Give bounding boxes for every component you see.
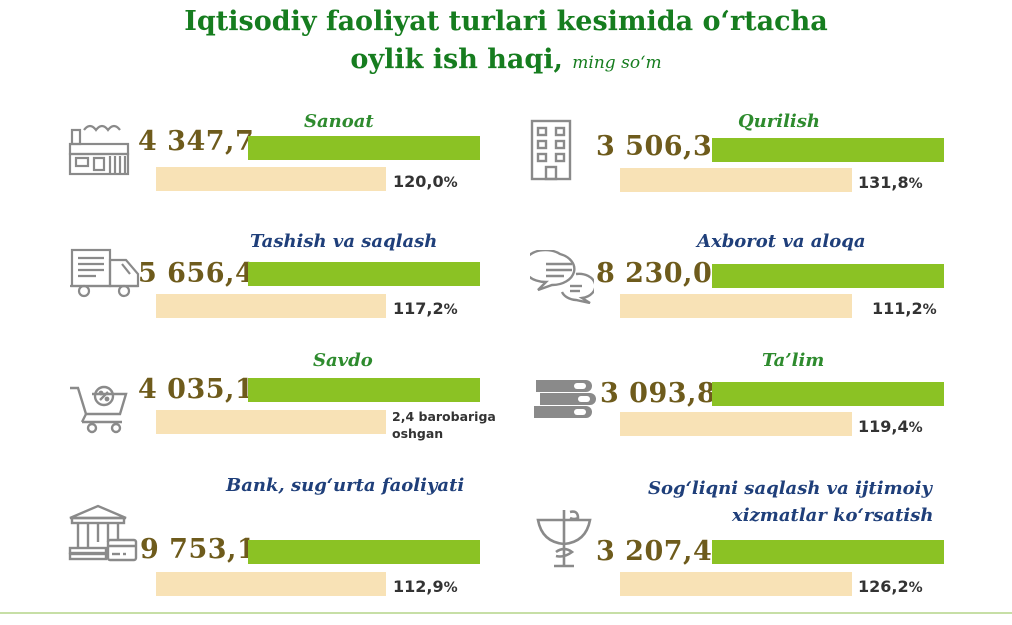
growth-pct-bank: 112,9% — [393, 577, 458, 596]
label-sanoat: Sanoat — [304, 111, 374, 132]
bank-icon — [68, 504, 138, 562]
pct-sign: % — [908, 420, 923, 436]
title-line-2: oylik ish haqi, ming so‘m — [0, 42, 1012, 81]
value-qurilish: 3 506,3 — [596, 131, 713, 162]
label-axborot: Axborot va aloqa — [697, 231, 866, 252]
factory-icon — [68, 124, 130, 176]
wage-bar-sogliq — [712, 540, 944, 564]
pct-value: 120,0 — [393, 172, 444, 191]
pct-sign: % — [443, 302, 458, 318]
growth-bar-axborot — [620, 294, 852, 318]
title-text: oylik ish haqi, — [350, 44, 563, 75]
value-talim: 3 093,8 — [600, 378, 717, 409]
pct-sign: % — [443, 580, 458, 596]
growth-note-savdo: 2,4 barobariga oshgan — [392, 408, 496, 442]
label-sogliq-line2: xizmatlar ko‘rsatish — [732, 505, 934, 526]
growth-bar-talim — [620, 412, 852, 436]
pct-value: 112,9 — [393, 577, 444, 596]
wage-bar-savdo — [248, 378, 480, 402]
bottom-divider — [0, 612, 1012, 614]
wage-bar-tashish — [248, 262, 480, 286]
label-bank: Bank, sug‘urta faoliyati — [226, 475, 465, 496]
building-icon — [530, 119, 572, 181]
pct-value: 119,4 — [858, 417, 909, 436]
wage-bar-axborot — [712, 264, 944, 288]
wage-bar-talim — [712, 382, 944, 406]
value-sanoat: 4 347,7 — [138, 126, 255, 157]
label-qurilish: Qurilish — [738, 111, 820, 132]
label-tashish: Tashish va saqlash — [250, 231, 438, 252]
pct-value: 117,2 — [393, 299, 444, 318]
label-savdo: Savdo — [313, 350, 373, 371]
chat-bubbles-icon — [530, 250, 594, 304]
note-line-2: oshgan — [392, 426, 444, 441]
pct-sign: % — [908, 580, 923, 596]
pct-value: 126,2 — [858, 577, 909, 596]
pct-sign: % — [922, 302, 937, 318]
growth-pct-sogliq: 126,2% — [858, 577, 923, 596]
wage-bar-qurilish — [712, 138, 944, 162]
growth-bar-tashish — [156, 294, 386, 318]
value-sogliq: 3 207,4 — [596, 536, 713, 567]
shopping-cart-icon — [70, 385, 128, 434]
truck-icon — [70, 248, 140, 298]
note-line-1: 2,4 barobariga — [392, 409, 496, 424]
value-tashish: 5 656,4 — [138, 258, 255, 289]
wage-bar-sanoat — [248, 136, 480, 160]
books-icon — [534, 380, 596, 418]
growth-bar-sanoat — [156, 167, 386, 191]
growth-bar-qurilish — [620, 168, 852, 192]
value-axborot: 8 230,0 — [596, 258, 713, 289]
pct-value: 111,2 — [872, 299, 923, 318]
pct-value: 131,8 — [858, 173, 909, 192]
unit-label: ming so‘m — [572, 53, 662, 73]
pct-sign: % — [443, 175, 458, 191]
growth-bar-savdo — [156, 410, 386, 434]
growth-pct-qurilish: 131,8% — [858, 173, 923, 192]
value-bank: 9 753,1 — [140, 534, 257, 565]
medical-bowl-icon — [536, 510, 592, 568]
growth-pct-axborot: 111,2% — [872, 299, 937, 318]
wage-bar-bank — [248, 540, 480, 564]
growth-pct-tashish: 117,2% — [393, 299, 458, 318]
growth-pct-talim: 119,4% — [858, 417, 923, 436]
growth-pct-sanoat: 120,0% — [393, 172, 458, 191]
growth-bar-sogliq — [620, 572, 852, 596]
pct-sign: % — [908, 176, 923, 192]
growth-bar-bank — [156, 572, 386, 596]
value-savdo: 4 035,1 — [138, 374, 255, 405]
label-talim: Ta’lim — [762, 350, 825, 371]
title-line-1: Iqtisodiy faoliyat turlari kesimida o‘rt… — [184, 6, 828, 37]
label-sogliq-line1: Sog‘liqni saqlash va ijtimoiy — [648, 478, 932, 499]
